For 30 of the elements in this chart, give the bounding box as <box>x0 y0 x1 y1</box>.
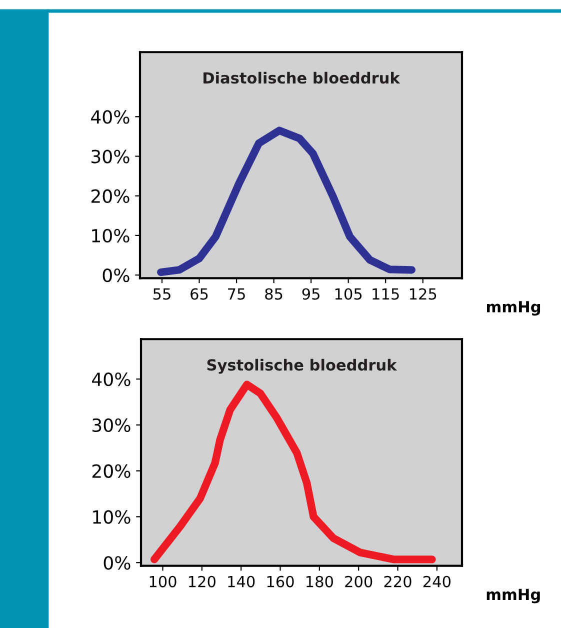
x-tick-label: 75 <box>228 288 245 300</box>
text: Systolische bloeddruk <box>207 358 398 374</box>
y-tick-label: 40% <box>92 372 130 386</box>
y-tick-label: 10% <box>92 228 130 243</box>
x-tick-label: 115 <box>372 288 399 300</box>
x-tick-label: 200 <box>345 576 372 588</box>
x-tick-label: 240 <box>423 576 450 588</box>
x-tick-label: 95 <box>302 288 320 300</box>
y-tick-label: 10% <box>93 510 130 524</box>
y-tick-label: 20% <box>91 189 130 203</box>
x-tick-label: 65 <box>190 288 208 300</box>
x-tick-label: 55 <box>153 288 170 300</box>
y-tick-label: 30% <box>92 150 130 164</box>
y-tick-label: 20% <box>92 464 130 478</box>
x-axis-title: mmHg <box>487 301 540 316</box>
x-tick-label: 140 <box>228 576 255 588</box>
x-tick-label: 85 <box>265 288 282 300</box>
x-tick-label: 180 <box>306 576 333 588</box>
x-axis-title: mmHg <box>486 588 540 604</box>
x-tick-label: 160 <box>267 576 294 588</box>
x-tick-label: 120 <box>189 576 216 588</box>
x-tick-label: 100 <box>150 576 176 588</box>
x-tick-label: 125 <box>410 288 436 300</box>
y-tick-label: 30% <box>92 418 130 432</box>
y-tick-label: 40% <box>91 110 130 124</box>
y-tick-label: 0% <box>102 268 130 282</box>
x-tick-label: 220 <box>384 576 412 588</box>
y-tick-label: 0% <box>104 556 130 570</box>
text: Diastolische bloeddruk <box>204 72 400 84</box>
x-tick-label: 105 <box>335 288 362 300</box>
